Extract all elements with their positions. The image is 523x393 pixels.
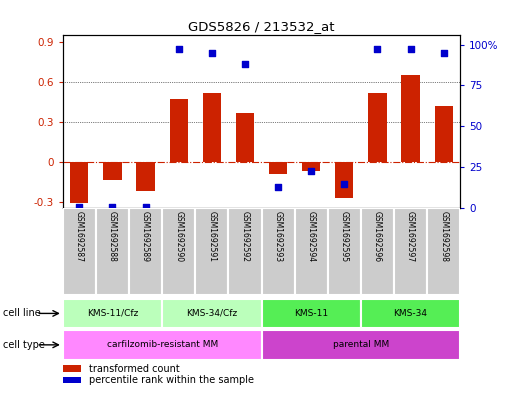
Text: GSM1692592: GSM1692592 <box>241 211 249 262</box>
Bar <box>328 208 361 295</box>
Bar <box>70 162 88 203</box>
Text: GSM1692587: GSM1692587 <box>75 211 84 262</box>
Bar <box>229 208 262 295</box>
Text: GSM1692595: GSM1692595 <box>340 211 349 262</box>
Text: percentile rank within the sample: percentile rank within the sample <box>88 375 254 385</box>
Point <box>340 181 348 187</box>
Point <box>208 50 216 56</box>
Bar <box>361 299 460 328</box>
Bar <box>169 99 188 162</box>
Text: parental MM: parental MM <box>333 340 389 349</box>
Bar <box>137 162 155 191</box>
Point <box>141 204 150 210</box>
Text: transformed count: transformed count <box>88 364 179 374</box>
Bar <box>195 208 229 295</box>
Bar <box>262 330 460 360</box>
Text: GSM1692598: GSM1692598 <box>439 211 448 262</box>
Bar <box>394 208 427 295</box>
Text: GSM1692597: GSM1692597 <box>406 211 415 262</box>
Title: GDS5826 / 213532_at: GDS5826 / 213532_at <box>188 20 335 33</box>
Text: GSM1692588: GSM1692588 <box>108 211 117 262</box>
Text: GSM1692591: GSM1692591 <box>207 211 217 262</box>
Bar <box>63 330 262 360</box>
Text: GSM1692589: GSM1692589 <box>141 211 150 262</box>
Bar <box>262 299 361 328</box>
Bar <box>104 162 121 180</box>
Point <box>439 50 448 56</box>
Text: GSM1692593: GSM1692593 <box>274 211 282 262</box>
Point <box>274 184 282 190</box>
Bar <box>96 208 129 295</box>
Text: KMS-11: KMS-11 <box>294 309 328 318</box>
Text: GSM1692590: GSM1692590 <box>174 211 183 262</box>
Bar <box>236 112 254 162</box>
Bar <box>262 208 294 295</box>
Point <box>406 46 415 53</box>
Bar <box>63 299 162 328</box>
Point <box>175 46 183 53</box>
Text: cell type: cell type <box>3 340 44 350</box>
Bar <box>402 75 419 162</box>
Bar <box>302 162 320 171</box>
Bar <box>63 208 96 295</box>
Bar <box>129 208 162 295</box>
Text: carfilzomib-resistant MM: carfilzomib-resistant MM <box>107 340 218 349</box>
Bar <box>361 208 394 295</box>
Point <box>241 61 249 67</box>
Bar <box>203 93 221 162</box>
Text: GSM1692596: GSM1692596 <box>373 211 382 262</box>
Point <box>108 204 117 210</box>
Bar <box>294 208 328 295</box>
Bar <box>162 208 195 295</box>
Bar <box>368 93 386 162</box>
Bar <box>63 365 81 372</box>
Text: KMS-34/Cfz: KMS-34/Cfz <box>186 309 237 318</box>
Point <box>373 46 382 53</box>
Bar <box>427 208 460 295</box>
Bar <box>335 162 354 198</box>
Text: KMS-11/Cfz: KMS-11/Cfz <box>87 309 138 318</box>
Text: KMS-34: KMS-34 <box>393 309 428 318</box>
Text: cell line: cell line <box>3 309 40 318</box>
Bar <box>269 162 287 174</box>
Bar <box>162 299 262 328</box>
Point <box>307 167 315 174</box>
Text: GSM1692594: GSM1692594 <box>306 211 316 262</box>
Point <box>75 204 84 210</box>
Bar <box>63 376 81 383</box>
Bar <box>435 106 453 162</box>
